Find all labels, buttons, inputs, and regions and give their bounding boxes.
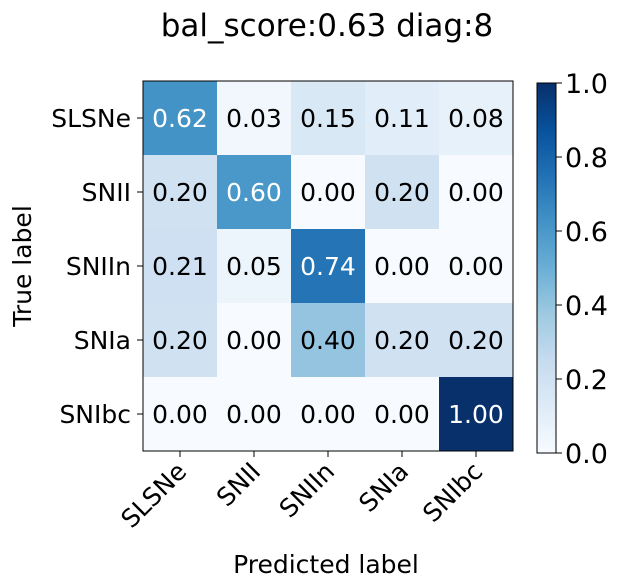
heatmap-cell <box>143 155 217 229</box>
heatmap-cell <box>291 229 365 303</box>
cell-value-label: 1.00 <box>448 400 504 429</box>
heatmap-cell <box>143 303 217 377</box>
heatmap-cell <box>291 81 365 155</box>
cell-value-label: 0.20 <box>374 326 430 355</box>
heatmap-cell <box>143 377 217 451</box>
cell-value-label: 0.20 <box>374 178 430 207</box>
heatmap-cell <box>217 229 291 303</box>
colorbar-ticks: 0.0 0.2 0.4 0.6 0.8 1.0 <box>556 69 608 470</box>
cell-value-label: 0.00 <box>374 400 430 429</box>
cell-value-label: 0.03 <box>226 104 282 133</box>
heatmap-cell <box>143 81 217 155</box>
x-tick-label: SNII <box>211 457 266 512</box>
heatmap-cell <box>291 303 365 377</box>
heatmap-cell <box>439 377 513 451</box>
chart-title: bal_score:0.63 diag:8 <box>161 8 494 44</box>
colorbar-tick-label: 0.4 <box>565 291 608 322</box>
cell-value-label: 0.20 <box>152 326 208 355</box>
cell-value-label: 0.74 <box>300 252 356 281</box>
cell-value-label: 0.08 <box>448 104 504 133</box>
y-tick-label: SNII <box>82 178 131 207</box>
cell-value-label: 0.00 <box>300 400 356 429</box>
heatmap-cell <box>143 229 217 303</box>
cell-value-label: 0.62 <box>152 104 208 133</box>
heatmap-cell <box>365 81 439 155</box>
y-axis-label: True label <box>8 205 37 328</box>
heatmap-cell <box>439 229 513 303</box>
cell-value-label: 0.00 <box>226 326 282 355</box>
y-tick-label: SNIa <box>74 326 131 355</box>
cell-value-label: 0.11 <box>374 104 430 133</box>
heatmap-cell <box>217 155 291 229</box>
colorbar-tick-label: 0.6 <box>565 217 608 248</box>
x-tick-labels: SLSNe SNII SNIIn SNIa SNIbc <box>115 451 488 534</box>
colorbar-tick-label: 1.0 <box>565 69 608 100</box>
cell-value-label: 0.00 <box>300 178 356 207</box>
heatmap-cell <box>291 377 365 451</box>
x-tick-label: SNIbc <box>417 457 488 528</box>
cell-value-label: 0.21 <box>152 252 208 281</box>
heatmap-cell <box>217 81 291 155</box>
heatmap-cell <box>365 229 439 303</box>
cell-value-label: 0.20 <box>448 326 504 355</box>
cell-value-label: 0.05 <box>226 252 282 281</box>
heatmap-cell <box>291 155 365 229</box>
y-tick-labels: SLSNe SNII SNIIn SNIa SNIbc <box>51 104 143 429</box>
cell-value-label: 0.00 <box>374 252 430 281</box>
colorbar-tick-label: 0.0 <box>565 439 608 470</box>
heatmap-cell <box>365 377 439 451</box>
heatmap-cell <box>439 303 513 377</box>
heatmap-cell <box>217 303 291 377</box>
y-tick-label: SNIIn <box>66 252 131 281</box>
cell-value-label: 0.40 <box>300 326 356 355</box>
heatmap-cells: 0.62 0.03 0.15 0.11 0.08 0.20 0.60 0.00 0.20 0.00… <box>143 81 513 451</box>
cell-value-label: 0.00 <box>152 400 208 429</box>
heatmap-cell <box>217 377 291 451</box>
x-tick-label: SNIIn <box>274 457 341 524</box>
x-tick-label: SNIa <box>353 457 414 518</box>
heatmap-cell <box>365 303 439 377</box>
y-tick-label: SLSNe <box>51 104 131 133</box>
colorbar <box>536 82 557 454</box>
colorbar-tick-label: 0.8 <box>565 143 608 174</box>
y-tick-label: SNIbc <box>59 400 131 429</box>
cell-value-label: 0.20 <box>152 178 208 207</box>
cell-value-label: 0.00 <box>448 252 504 281</box>
colorbar-tick-label: 0.2 <box>565 365 608 396</box>
heatmap-cell <box>439 155 513 229</box>
cell-value-label: 0.60 <box>226 178 282 207</box>
cell-value-label: 0.15 <box>300 104 356 133</box>
cell-value-label: 0.00 <box>226 400 282 429</box>
heatmap-cell <box>365 155 439 229</box>
heatmap-cell <box>439 81 513 155</box>
cell-value-label: 0.00 <box>448 178 504 207</box>
x-tick-label: SLSNe <box>115 457 192 534</box>
x-axis-label: Predicted label <box>233 550 419 579</box>
